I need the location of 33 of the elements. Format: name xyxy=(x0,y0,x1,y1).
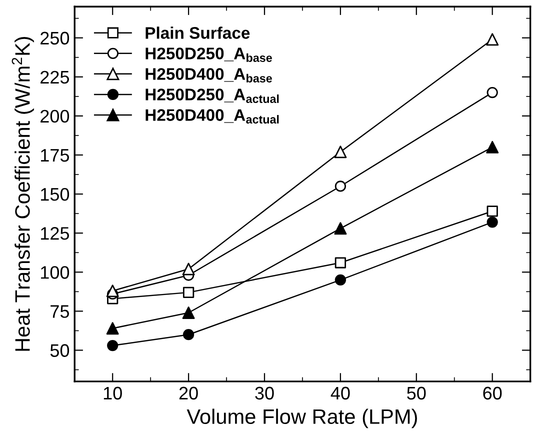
point xyxy=(182,262,195,276)
y-tick-label: 75 xyxy=(50,305,70,318)
x-tick-label: 40 xyxy=(330,386,350,400)
y-tick-label: 250 xyxy=(40,32,70,45)
point xyxy=(182,306,195,319)
x-tick-label: 60 xyxy=(483,386,502,400)
y-tick-label: 225 xyxy=(40,70,70,84)
x-tick-label: 10 xyxy=(104,386,122,400)
legend-label: H250D400_A$_{actual}$ xyxy=(146,109,279,124)
legend-label: H250D250_A$_{actual}$ xyxy=(146,88,279,104)
point xyxy=(486,140,499,154)
point xyxy=(334,222,347,235)
legend-label: H250D250_A$_{base}$ xyxy=(146,48,272,62)
y-tick-label: 50 xyxy=(50,344,70,357)
point xyxy=(486,33,499,46)
point xyxy=(334,257,346,268)
x-tick-label: 30 xyxy=(255,386,274,400)
x-axis-title: Volume Flow Rate (LPM) xyxy=(186,408,417,428)
y-tick-label: 100 xyxy=(41,266,70,279)
y-tick-label: 125 xyxy=(41,227,70,240)
point xyxy=(486,206,498,217)
x-tick-label: 50 xyxy=(407,386,426,400)
legend-label: Plain Surface xyxy=(146,26,250,39)
y-tick-label: 175 xyxy=(41,149,70,162)
x-tick-label: 20 xyxy=(179,386,198,400)
y-tick-label: 200 xyxy=(40,110,70,123)
legend-label: H250D400_A$_{base}$ xyxy=(146,68,272,82)
y-axis-title: Heat Transfer Coefficient (W/m$^{2}$K) xyxy=(12,36,34,351)
point xyxy=(106,322,119,335)
point xyxy=(334,146,347,158)
point xyxy=(182,286,194,298)
point xyxy=(106,284,119,298)
y-tick-label: 150 xyxy=(41,188,70,201)
